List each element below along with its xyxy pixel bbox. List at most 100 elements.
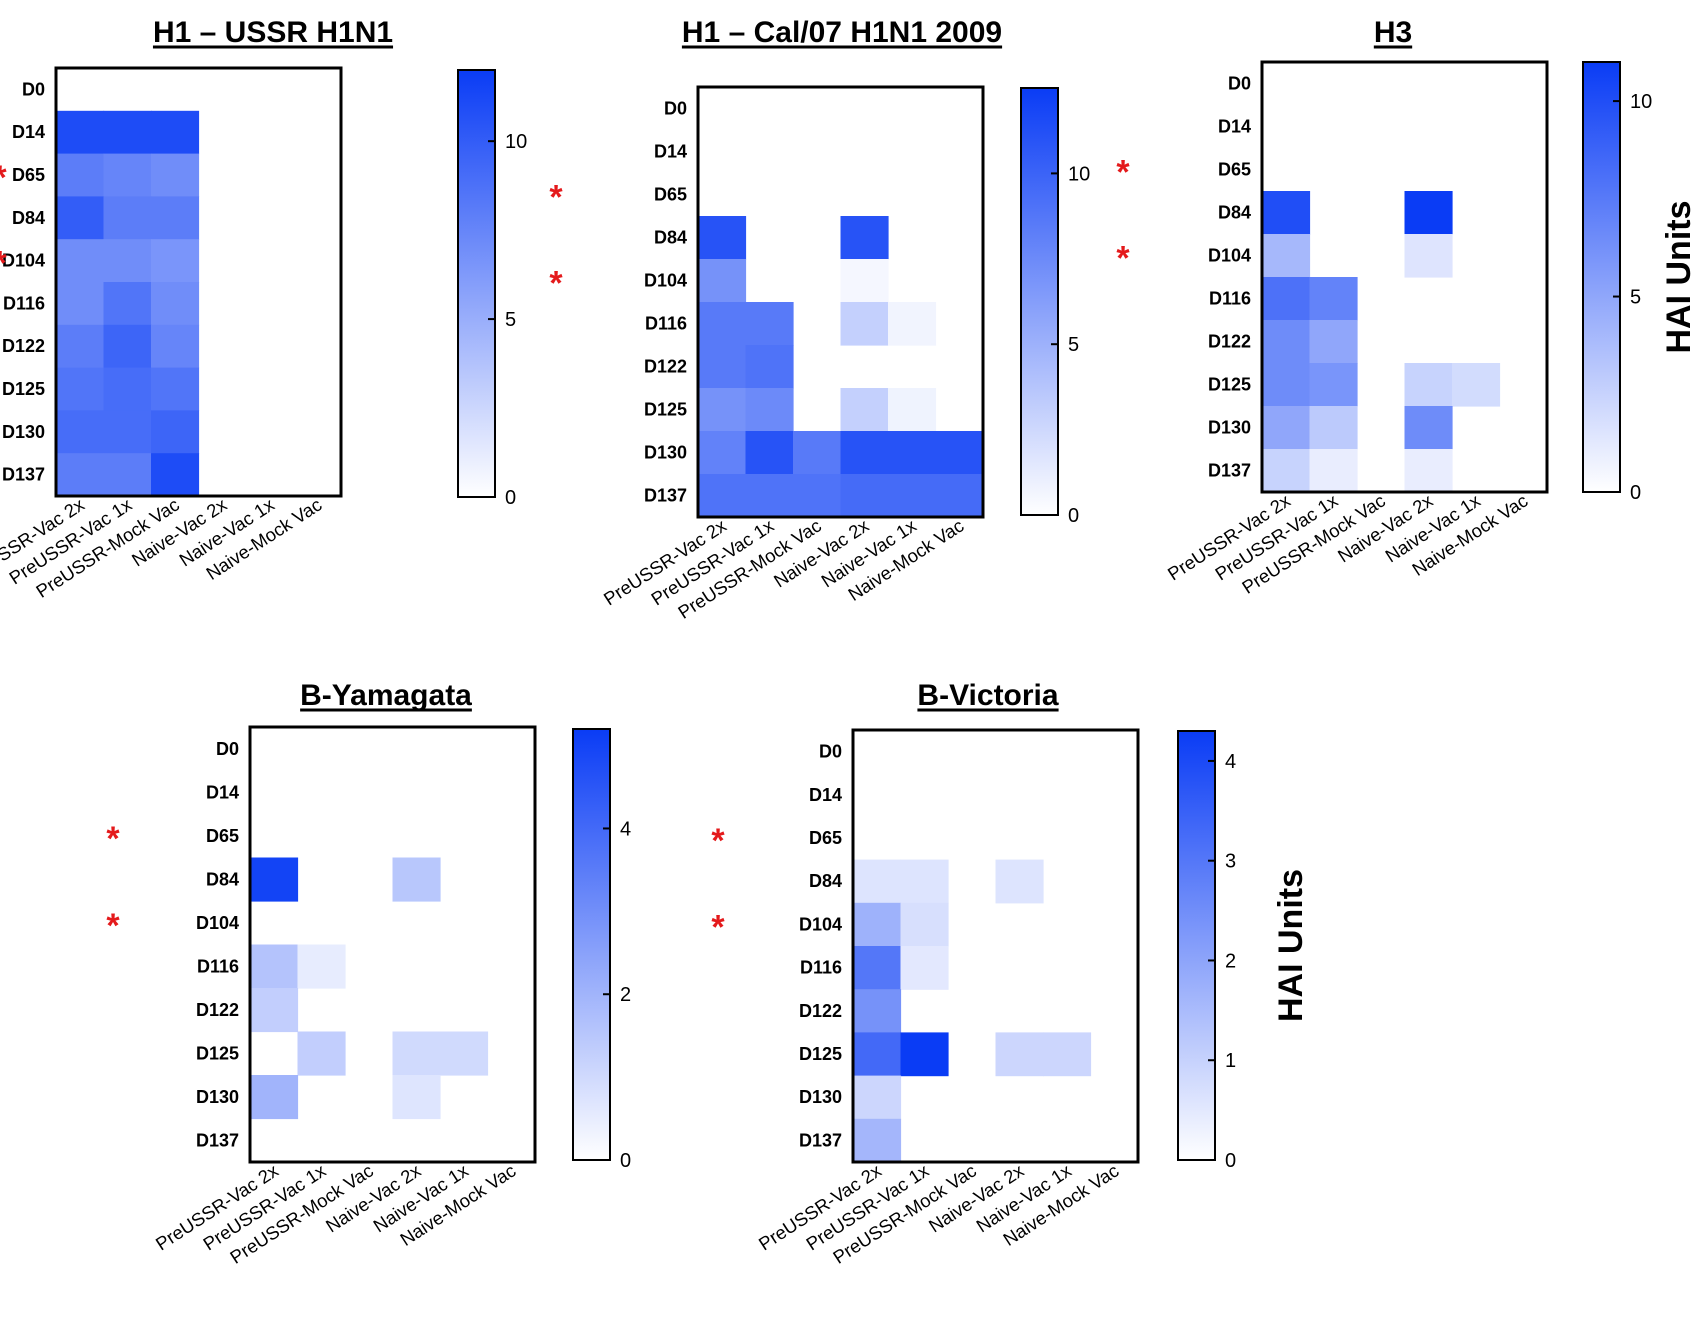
row-label: D116 [3, 293, 45, 313]
row-label: D84 [654, 228, 687, 248]
heatmap-cell [56, 282, 105, 326]
row-label: D116 [197, 956, 239, 976]
heatmap-cell [297, 1031, 346, 1076]
heatmap-cell [103, 324, 152, 369]
row-label: D125 [644, 400, 687, 420]
significance-star: * [711, 908, 725, 946]
heatmap-cell [853, 859, 902, 904]
colorbar [1020, 87, 1059, 516]
colorbar-tick-label: 2 [620, 984, 631, 1006]
heatmap-cell [698, 388, 747, 432]
heatmap-cell [935, 431, 984, 475]
significance-star: * [106, 820, 120, 858]
heatmap-cell [1309, 277, 1358, 321]
heatmap-cell [151, 110, 200, 155]
heatmap-cell [1262, 449, 1311, 493]
heatmap-panel-4: B-Yamagata D0 D14 D65 * D84 D104 * D116 D122 D125 D… [106, 679, 631, 1268]
row-label: D65 [206, 826, 239, 846]
heatmap-cell [56, 110, 105, 155]
row-label: D125 [1208, 375, 1251, 395]
row-label: D125 [2, 379, 45, 399]
row-label: D137 [644, 486, 687, 506]
heatmap-cell [250, 944, 299, 989]
heatmap-cell [745, 302, 794, 346]
row-label: D14 [206, 782, 239, 802]
heatmap-cell [745, 474, 794, 518]
colorbar-tick-label: 5 [1068, 334, 1079, 356]
colorbar-tick-label: 5 [505, 309, 516, 331]
panel-title: H1 – Cal/07 H1N1 2009 [682, 16, 1002, 49]
row-label: D84 [12, 208, 45, 228]
colorbar-tick-label: 10 [505, 131, 527, 153]
significance-star: * [549, 265, 563, 303]
row-label: D116 [1209, 289, 1251, 309]
row-label: D122 [799, 1001, 842, 1021]
heatmap-cell [392, 1075, 441, 1120]
colorbar [1177, 730, 1216, 1161]
significance-star: * [1116, 154, 1130, 192]
heatmap-cell [853, 1075, 902, 1120]
colorbar-tick-label: 10 [1068, 163, 1090, 185]
heatmap-cell [840, 216, 889, 260]
row-label: D104 [2, 251, 45, 271]
row-label: D0 [1228, 74, 1251, 94]
heatmap-cell [698, 474, 747, 518]
row-label: D65 [654, 185, 687, 205]
row-label: D137 [196, 1130, 239, 1150]
panel-title: B-Yamagata [300, 679, 472, 712]
heatmap-cell [900, 902, 949, 947]
row-label: D122 [196, 1000, 239, 1020]
plot-frame [54, 66, 343, 498]
heatmap-cell [698, 302, 747, 346]
significance-star: * [0, 159, 7, 197]
heatmap-cell [840, 431, 889, 475]
row-label: D84 [206, 869, 239, 889]
colorbar-tick-label: 2 [1225, 950, 1236, 972]
heatmap-cell [900, 946, 949, 990]
colorbar-tick-label: 0 [1068, 505, 1079, 527]
heatmap-cell [853, 946, 902, 990]
heatmap-cell [935, 474, 984, 518]
row-label: D14 [654, 142, 687, 162]
row-label: D0 [22, 79, 45, 99]
heatmap-cell [151, 410, 200, 454]
heatmap-cell [698, 216, 747, 260]
heatmap-cell [1043, 1032, 1092, 1077]
heatmap-cell [392, 1031, 441, 1076]
heatmap-cell [103, 282, 152, 326]
colorbar-tick-label: 4 [1225, 751, 1236, 773]
colorbar-tick-label: 0 [1630, 482, 1641, 504]
heatmap-cell [900, 859, 949, 904]
heatmap-cell [1404, 191, 1453, 235]
row-label: D65 [809, 828, 842, 848]
heatmap-cell [840, 474, 889, 518]
significance-star: * [0, 245, 7, 283]
heatmap-cell [1404, 406, 1453, 450]
heatmap-cell [103, 110, 152, 155]
heatmap-cell [793, 431, 842, 475]
heatmap-cell [1309, 406, 1358, 450]
heatmap-cell [1452, 363, 1501, 407]
row-label: D14 [12, 122, 45, 142]
colorbar-tick-label: 0 [505, 487, 516, 509]
row-label: D0 [819, 742, 842, 762]
row-label: D14 [809, 785, 842, 805]
heatmap-cell [1262, 277, 1311, 321]
heatmap-cell [250, 857, 299, 902]
heatmap-cell [853, 989, 902, 1033]
heatmap-cell [698, 431, 747, 475]
heatmap-cell [250, 1075, 299, 1120]
heatmap-cell [56, 367, 105, 411]
heatmap-cell [1309, 320, 1358, 364]
row-label: D137 [2, 465, 45, 485]
row-label: D122 [2, 336, 45, 356]
significance-star: * [1116, 240, 1130, 278]
heatmap-cell [853, 1032, 902, 1077]
row-label: D14 [1218, 117, 1251, 137]
heatmap-cell [888, 302, 937, 346]
row-label: D130 [1208, 418, 1251, 438]
colorbar-tick-label: 3 [1225, 851, 1236, 873]
row-label: D104 [799, 914, 842, 934]
heatmap-cell [103, 239, 152, 283]
